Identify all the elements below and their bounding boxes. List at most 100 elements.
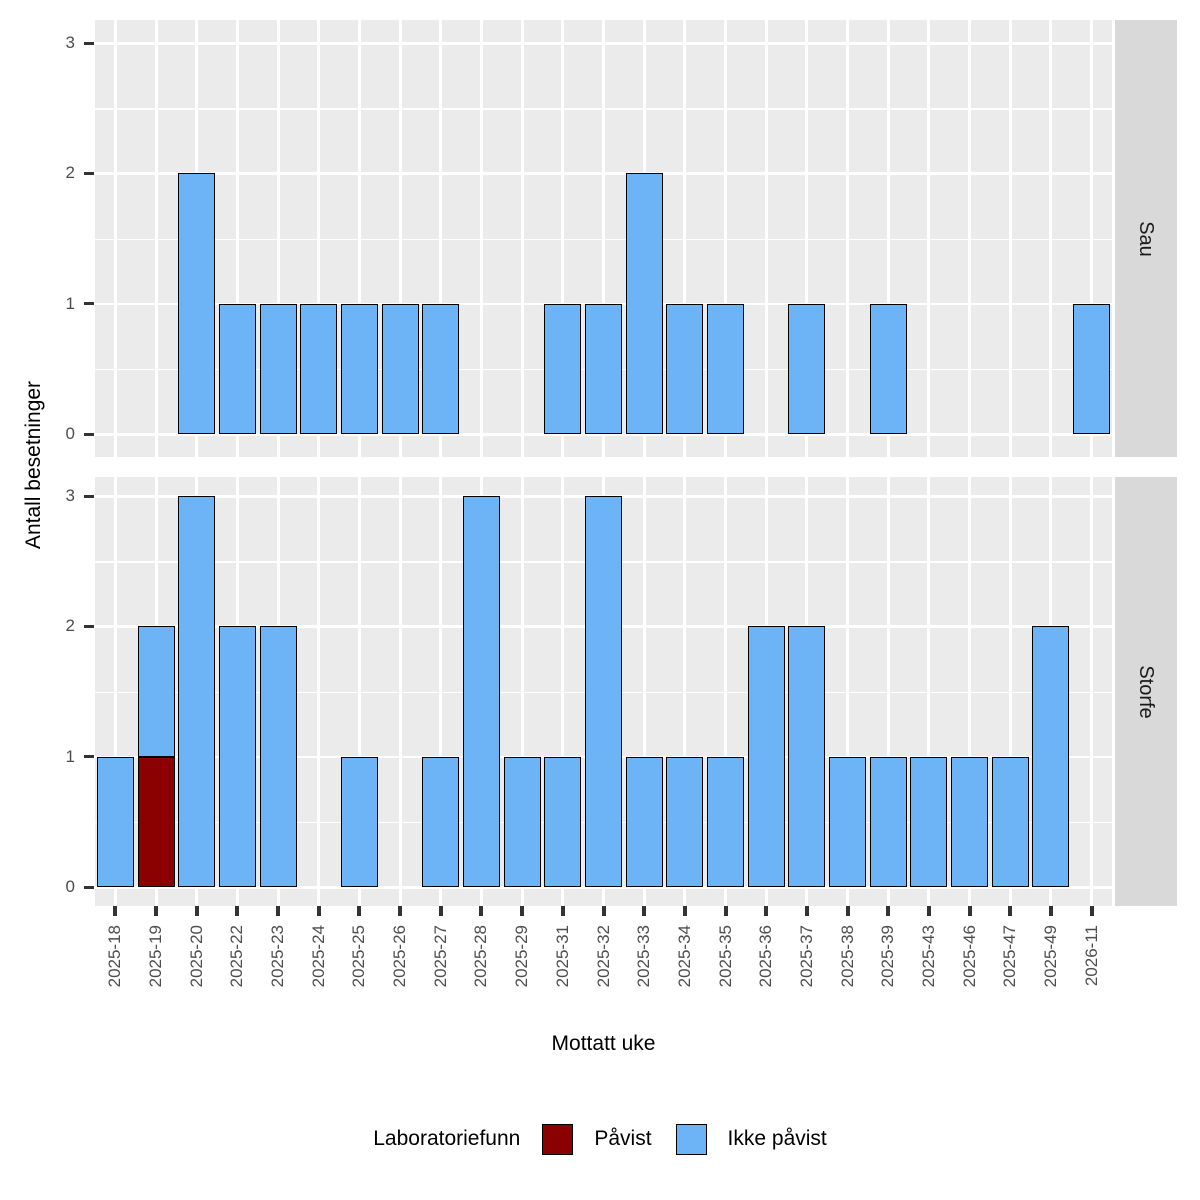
bar-sau-2025-32-ikke-paavist (585, 303, 622, 434)
y-tick-label: 0 (65, 424, 75, 443)
x-tick-mark (154, 906, 159, 916)
y-tick-mark (84, 885, 94, 889)
bar-sau-2025-37-ikke-paavist (788, 303, 826, 434)
y-tick-label: 0 (65, 877, 75, 896)
x-tick-mark (967, 906, 972, 916)
bar-storfe-2025-28-ikke-paavist (462, 496, 500, 887)
bar-storfe-2025-18-ikke-paavist (96, 756, 134, 887)
x-tick-label: 2025-31 (552, 925, 572, 988)
gridline-vertical (357, 20, 361, 457)
x-tick-label: 2025-35 (715, 925, 735, 988)
bar-storfe-2025-37-ikke-paavist (788, 626, 826, 887)
bar-storfe-2025-22-ikke-paavist (218, 626, 256, 887)
bar-storfe-2025-25-ikke-paavist (340, 756, 378, 887)
bar-sau-2025-31-ikke-paavist (544, 303, 582, 434)
x-tick-mark (357, 906, 362, 916)
gridline-vertical (398, 20, 402, 457)
legend-swatch-paavist (542, 1123, 574, 1155)
bar-sau-2025-27-ikke-paavist (422, 303, 460, 434)
x-tick-label: 2025-46 (959, 925, 979, 988)
x-tick-label: 2025-20 (186, 925, 206, 988)
x-tick-label: 2025-28 (471, 925, 491, 988)
x-tick-mark (1089, 906, 1094, 916)
x-tick-mark (926, 906, 931, 916)
bar-sau-2025-35-ikke-paavist (707, 303, 745, 434)
y-tick-label: 3 (65, 486, 75, 506)
x-tick-mark (479, 906, 484, 916)
x-tick-label: 2025-23 (268, 925, 288, 988)
gridline-vertical (1008, 20, 1012, 457)
facet-strip-storfe (1115, 477, 1177, 906)
x-tick-mark (520, 906, 525, 916)
x-tick-mark (438, 906, 443, 916)
gridline-vertical (886, 477, 890, 906)
bar-storfe-2025-46-ikke-paavist (951, 756, 989, 887)
gridline-vertical (357, 477, 361, 906)
y-tick-mark (84, 494, 94, 498)
gridline-vertical (927, 477, 931, 906)
bar-storfe-2025-49-ikke-paavist (1032, 626, 1070, 887)
y-axis-title: Antall besetninger (22, 380, 45, 550)
gridline-vertical (113, 477, 117, 906)
bar-storfe-2025-32-ikke-paavist (585, 496, 622, 887)
gridline-vertical (1090, 20, 1094, 457)
x-tick-label: 2025-38 (837, 925, 857, 988)
x-tick-label: 2025-22 (227, 925, 247, 988)
gridline-vertical (154, 20, 158, 457)
y-tick-mark (84, 755, 94, 759)
bar-storfe-2025-27-ikke-paavist (422, 756, 460, 887)
bar-storfe-2025-33-ikke-paavist (625, 756, 663, 887)
legend: Laboratoriefunn Påvist Ikke påvist (0, 1113, 1200, 1165)
y-tick-label: 1 (65, 746, 75, 766)
x-tick-mark (723, 906, 728, 916)
gridline-vertical (764, 20, 768, 457)
x-tick-mark (845, 906, 850, 916)
bar-sau-2025-33-ikke-paavist (625, 173, 663, 434)
legend-item-ikke-paavist: Ikke påvist (675, 1123, 827, 1155)
x-tick-mark (642, 906, 647, 916)
x-tick-label: 2025-19 (146, 925, 166, 988)
gridline-vertical (1049, 20, 1053, 457)
bar-storfe-2025-47-ikke-paavist (991, 756, 1029, 887)
gridline-vertical (724, 20, 728, 457)
facet-strip-label-sau: Sau (1135, 220, 1157, 257)
gridline-vertical (846, 20, 850, 457)
gridline-vertical (886, 20, 890, 457)
gridline-vertical (561, 20, 565, 457)
x-tick-mark (1048, 906, 1053, 916)
gridline-vertical (561, 477, 565, 906)
bar-storfe-2025-38-ikke-paavist (829, 756, 867, 887)
x-tick-mark (601, 906, 606, 916)
x-tick-mark (1008, 906, 1013, 916)
x-tick-label: 2025-25 (349, 925, 369, 988)
gridline-vertical (683, 477, 687, 906)
gridline-vertical (1008, 477, 1012, 906)
bar-sau-2025-23-ikke-paavist (259, 303, 297, 434)
x-tick-label: 2025-32 (593, 925, 613, 988)
gridline-vertical (968, 477, 972, 906)
x-tick-mark (764, 906, 769, 916)
x-tick-label: 2025-18 (105, 925, 125, 988)
bar-storfe-2025-20-ikke-paavist (178, 496, 216, 887)
x-tick-mark (682, 906, 687, 916)
x-tick-mark (886, 906, 891, 916)
gridline-vertical (642, 477, 646, 906)
gridline-vertical (276, 20, 280, 457)
x-tick-mark (560, 906, 565, 916)
y-tick-label: 2 (65, 163, 75, 183)
x-tick-label: 2025-34 (674, 925, 694, 988)
legend-title: Laboratoriefunn (373, 1127, 521, 1150)
bar-storfe-2025-23-ikke-paavist (259, 626, 297, 887)
gridline-vertical (317, 477, 321, 906)
x-tick-label: 2025-33 (634, 925, 654, 988)
y-tick-label: 1 (65, 293, 75, 313)
y-tick-mark (84, 624, 94, 628)
legend-label: Ikke påvist (727, 1127, 827, 1150)
x-tick-mark (113, 906, 118, 916)
gridline-vertical (683, 20, 687, 457)
x-tick-label: 2025-43 (918, 925, 938, 988)
facet-strip-label-storfe: Storfe (1135, 664, 1157, 719)
x-axis-title: Mottatt uke (551, 1032, 656, 1055)
gridline-vertical (805, 20, 809, 457)
